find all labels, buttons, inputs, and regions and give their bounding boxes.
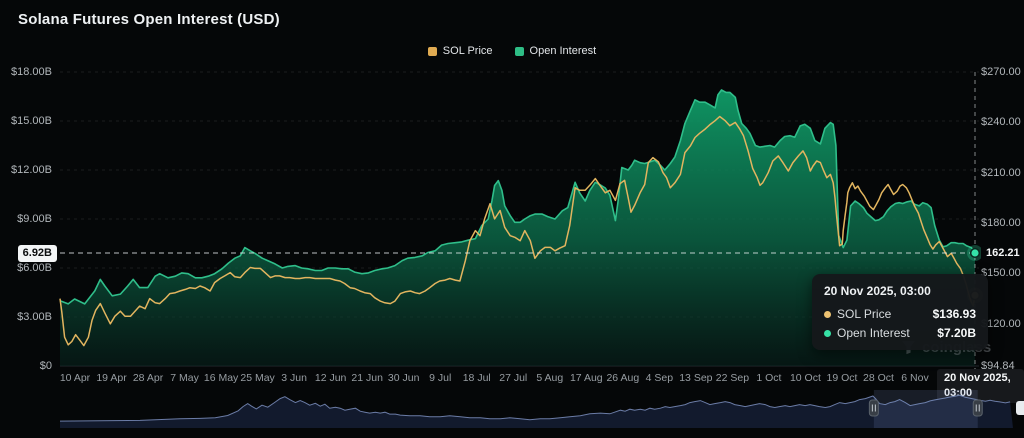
legend-item-open-interest[interactable]: Open Interest: [514, 45, 597, 57]
tooltip-row-open-interest: Open Interest $7.20B: [824, 326, 976, 340]
tooltip: 20 Nov 2025, 03:00 SOL Price $136.93 Ope…: [812, 274, 988, 350]
oi-marker-dot-icon: [969, 247, 981, 259]
tooltip-label-sol: SOL Price: [837, 307, 892, 321]
open-interest-dot-icon: [824, 329, 831, 337]
tooltip-value-oi: $7.20B: [937, 326, 976, 340]
legend: SOL Price Open Interest: [0, 45, 1024, 57]
legend-label-open-interest: Open Interest: [529, 45, 597, 57]
open-interest-swatch-icon: [514, 46, 524, 56]
sol-price-swatch-icon: [427, 46, 437, 56]
sol-price-dot-icon: [824, 310, 831, 318]
navigator-area: [60, 395, 1013, 428]
open-interest-area: [60, 90, 975, 366]
navigator-scroll-button[interactable]: [1016, 401, 1024, 415]
navigator-handle-right[interactable]: [972, 399, 983, 417]
tooltip-date: 20 Nov 2025, 03:00: [824, 284, 931, 298]
navigator-selection[interactable]: [873, 390, 978, 428]
legend-item-sol-price[interactable]: SOL Price: [427, 45, 493, 57]
navigator[interactable]: [0, 388, 1024, 438]
navigator-line: [59, 394, 1011, 422]
legend-label-sol-price: SOL Price: [442, 45, 493, 57]
page-title: Solana Futures Open Interest (USD): [18, 11, 280, 28]
navigator-handle-left[interactable]: [868, 399, 879, 417]
tooltip-value-sol: $136.93: [932, 307, 976, 321]
tooltip-row-sol-price: SOL Price $136.93: [824, 307, 976, 321]
sol-price-line: [59, 115, 976, 347]
tooltip-label-oi: Open Interest: [837, 326, 910, 340]
